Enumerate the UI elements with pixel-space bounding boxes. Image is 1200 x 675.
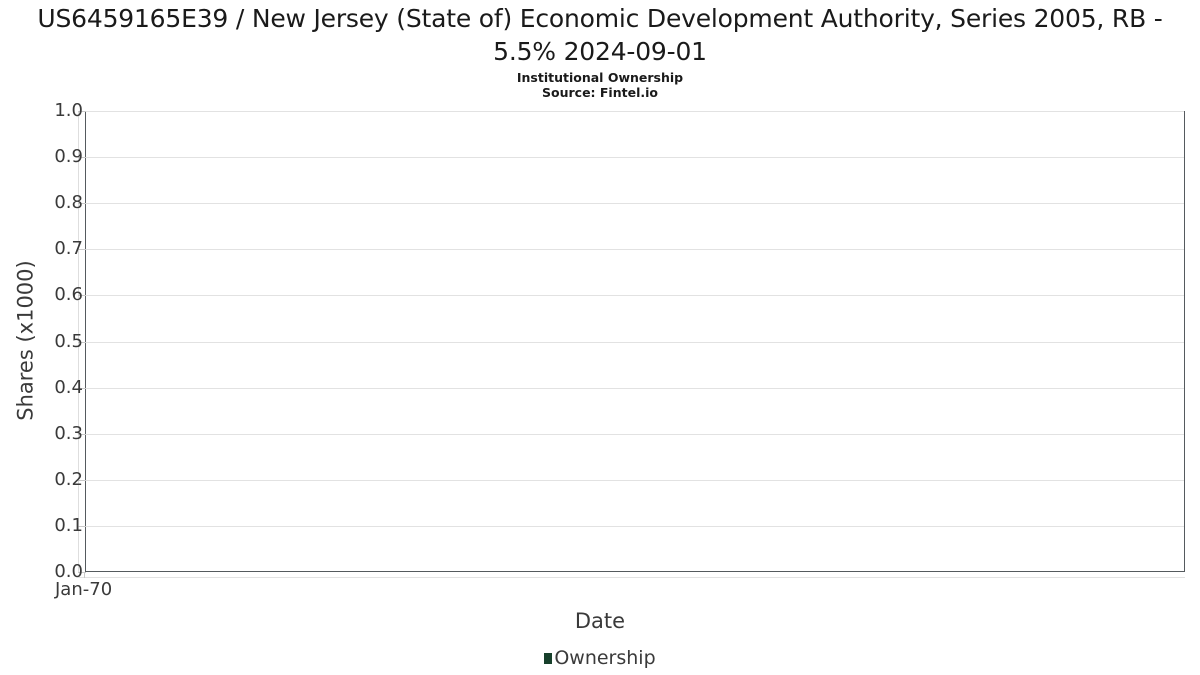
- y-axis-tick: [78, 434, 86, 435]
- legend-item-ownership[interactable]: Ownership: [544, 647, 656, 669]
- gridline: [86, 433, 1184, 435]
- chart-legend: Ownership: [0, 648, 1200, 669]
- y-axis-tick-rail: [78, 111, 79, 572]
- legend-item-label: Ownership: [554, 647, 656, 669]
- y-axis-tick-label: 0.3: [54, 422, 83, 444]
- chart-header: US6459165E39 / New Jersey (State of) Eco…: [0, 0, 1200, 100]
- y-axis-tick-label: 0.5: [54, 330, 83, 352]
- y-axis-tick: [78, 480, 86, 481]
- gridline: [86, 111, 1184, 112]
- y-axis-tick: [78, 388, 86, 389]
- y-axis-tick-label: 0.2: [54, 468, 83, 490]
- legend-swatch-icon: [544, 653, 553, 664]
- y-axis-tick-label: 0.1: [54, 514, 83, 536]
- x-axis-title: Date: [574, 609, 626, 633]
- y-axis-tick: [78, 157, 86, 158]
- y-axis-tick-label: 1.0: [54, 100, 83, 121]
- y-axis-tick: [78, 203, 86, 204]
- chart-title: US6459165E39 / New Jersey (State of) Eco…: [37, 4, 1163, 66]
- y-axis-tick-label: 0.9: [54, 146, 83, 168]
- y-axis-tick: [78, 249, 86, 250]
- x-axis-baseline: [78, 577, 1185, 578]
- y-axis-tick: [78, 111, 86, 112]
- y-axis-tick-label: 0.7: [54, 238, 83, 260]
- plot-area: [85, 111, 1185, 572]
- chart-source: Source: Fintel.io: [542, 85, 658, 100]
- y-axis-tick: [78, 526, 86, 527]
- y-axis-tick: [78, 342, 86, 343]
- gridline: [86, 387, 1184, 389]
- gridline: [86, 341, 1184, 343]
- y-axis-tick-label: 0.4: [54, 376, 83, 398]
- gridline: [86, 525, 1184, 527]
- x-axis-tick: [84, 572, 85, 578]
- gridline: [86, 479, 1184, 481]
- y-axis-tick-label: 0.6: [54, 284, 83, 306]
- y-axis-tick: [78, 572, 86, 573]
- x-axis-tick-label: Jan-70: [55, 579, 113, 600]
- gridline: [86, 157, 1184, 159]
- gridline: [86, 249, 1184, 251]
- chart-subtitle: Institutional Ownership: [516, 70, 684, 85]
- y-axis-tick-label: 0.8: [54, 192, 83, 214]
- gridline: [86, 203, 1184, 205]
- y-axis-tick: [78, 295, 86, 296]
- gridline: [86, 295, 1184, 297]
- y-axis-tick-label: 0.0: [54, 561, 83, 582]
